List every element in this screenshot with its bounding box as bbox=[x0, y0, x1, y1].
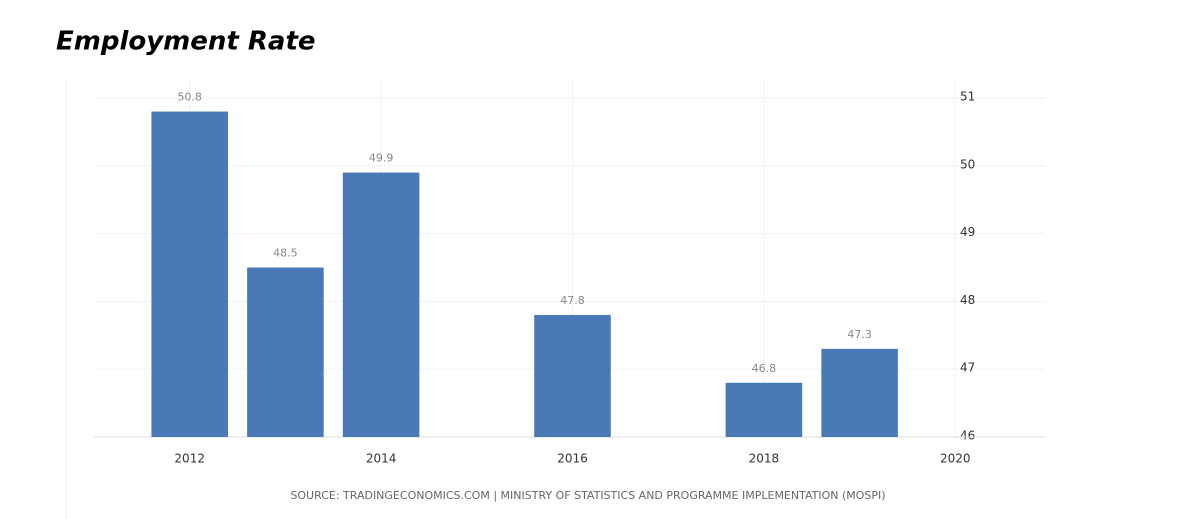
y-tick-label: 50 bbox=[960, 157, 975, 171]
value-label: 49.9 bbox=[369, 152, 394, 165]
y-tick-label: 47 bbox=[960, 361, 975, 375]
x-tick-label: 2016 bbox=[557, 452, 588, 466]
x-tick-label: 2020 bbox=[940, 452, 971, 466]
x-tick-label: 2018 bbox=[749, 452, 780, 466]
bar bbox=[342, 172, 420, 437]
chart-title: Employment Rate bbox=[56, 27, 316, 57]
y-tick-label: 46 bbox=[960, 429, 975, 443]
bar bbox=[821, 348, 898, 437]
bar bbox=[151, 111, 228, 437]
bar bbox=[534, 314, 611, 437]
value-label: 47.3 bbox=[847, 328, 872, 341]
x-tick-label: 2012 bbox=[174, 452, 205, 466]
bar bbox=[725, 382, 803, 437]
value-label: 48.5 bbox=[273, 247, 298, 260]
value-label: 46.8 bbox=[752, 362, 777, 375]
y-tick-label: 51 bbox=[960, 90, 975, 104]
x-tick-label: 2014 bbox=[366, 452, 397, 466]
value-label: 47.8 bbox=[560, 294, 585, 307]
y-tick-label: 49 bbox=[960, 225, 975, 239]
source-note: SOURCE: TRADINGECONOMICS.COM | MINISTRY … bbox=[290, 489, 885, 502]
value-label: 50.8 bbox=[177, 91, 202, 104]
bar bbox=[247, 267, 324, 437]
y-tick-label: 48 bbox=[960, 293, 975, 307]
